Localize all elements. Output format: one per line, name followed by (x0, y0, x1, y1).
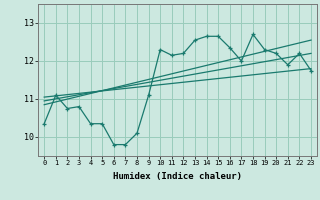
X-axis label: Humidex (Indice chaleur): Humidex (Indice chaleur) (113, 172, 242, 181)
